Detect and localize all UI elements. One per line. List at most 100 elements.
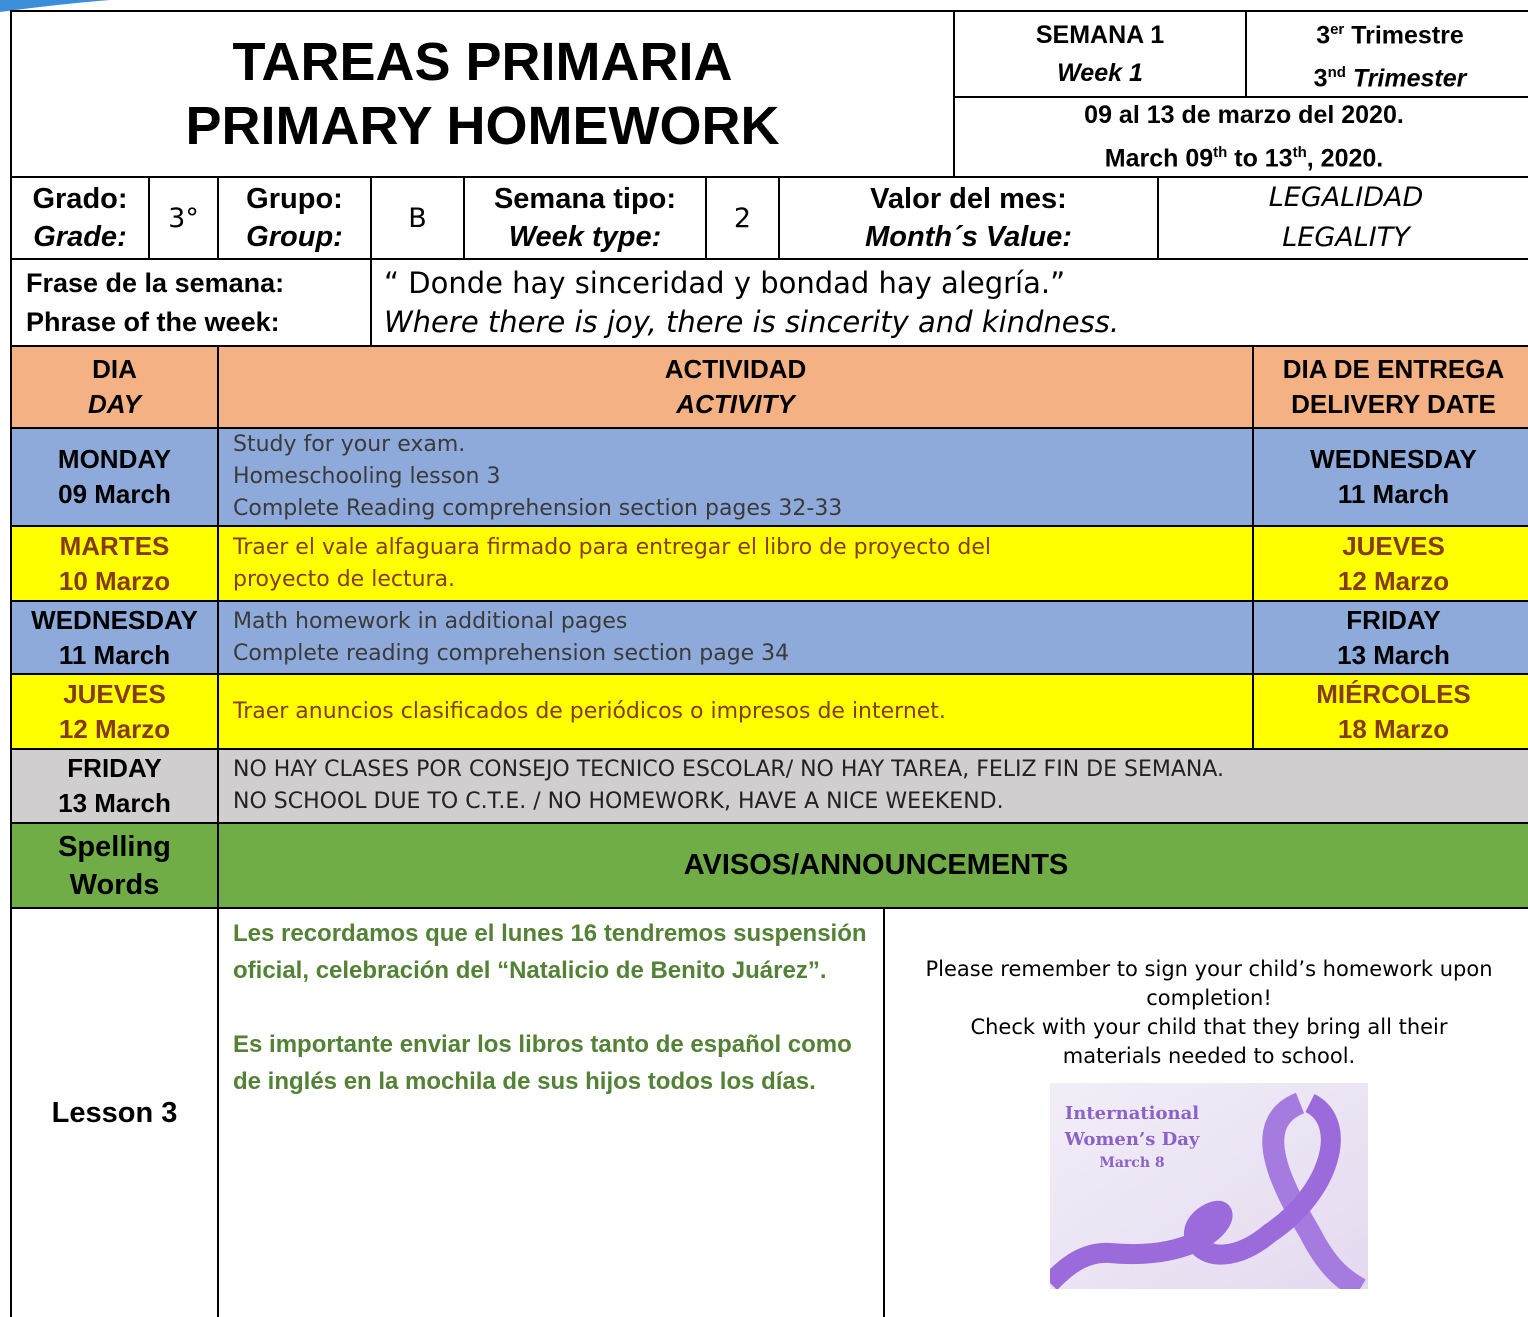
text-line: 18 Marzo — [1337, 713, 1450, 744]
delivery-cell: JUEVES 12 Marzo — [1252, 525, 1528, 602]
text-line: 11 March — [1337, 479, 1450, 509]
dates-cell: 09 al 13 de marzo del 2020. March 09th t… — [953, 96, 1528, 178]
text-line: JUEVES — [1342, 530, 1445, 561]
text-line: 12 Marzo — [1337, 565, 1450, 596]
value: LEGALITY — [1282, 222, 1410, 253]
value: 3° — [168, 202, 199, 234]
text-line: FRIDAY — [1346, 604, 1441, 635]
label: Spelling — [58, 830, 171, 863]
womens-day-image: International Women’s Day March 8 — [1050, 1083, 1368, 1289]
day-cell: MARTES 10 Marzo — [10, 525, 219, 602]
trimester: 3er Trimestre — [1316, 20, 1464, 49]
label: Valor del mes: — [870, 183, 1067, 215]
text-line: WEDNESDAY — [31, 604, 198, 635]
value: B — [408, 202, 427, 234]
phrase: Where there is joy, there is sincerity a… — [384, 304, 1120, 339]
text-line: JUEVES — [63, 678, 166, 709]
label-cell: Semana tipo: Week type: — [463, 176, 707, 260]
activity-cell: Traer el vale alfaguara firmado para ent… — [217, 525, 1254, 602]
trimester-cell: 3er Trimestre 3nd Trimester — [1245, 10, 1528, 98]
delivery-cell: MIÉRCOLES 18 Marzo — [1252, 673, 1528, 750]
header-cell: DIA DAY — [10, 345, 219, 429]
spelling-cell: Spelling Words — [10, 822, 219, 909]
delivery-cell: FRIDAY 13 March — [1252, 600, 1528, 675]
image-text: Women’s Day — [1064, 1129, 1200, 1150]
text-line: DAY — [88, 389, 141, 419]
dates: March 09th to 13th, 2020. — [1104, 144, 1384, 173]
text-line: proyecto de lectura. — [233, 566, 456, 592]
announcements-title-cell: AVISOS/ANNOUNCEMENTS — [217, 822, 1528, 909]
day-cell: MONDAY 09 March — [10, 427, 219, 527]
activity-cell: NO HAY CLASES POR CONSEJO TECNICO ESCOLA… — [217, 748, 1528, 824]
activity-cell: Math homework in additional pages Complet… — [217, 600, 1254, 675]
label: Week type: — [508, 221, 662, 253]
week: SEMANA 1 — [1035, 21, 1165, 49]
text-line: Traer anuncios clasificados de periódico… — [233, 698, 946, 724]
header-cell: DIA DE ENTREGA DELIVERY DATE — [1252, 345, 1528, 429]
label-cell: Grupo: Group: — [217, 176, 372, 260]
note: Les recordamos que el lunes 16 tendremos… — [233, 920, 867, 984]
week: Week 1 — [1057, 59, 1143, 87]
note: Check with your child that they bring al… — [970, 1015, 1448, 1068]
text-line: DIA — [92, 354, 137, 384]
text-line: Traer el vale alfaguara firmado para ent… — [233, 534, 991, 560]
corner-swoosh — [0, 0, 110, 12]
label: Semana tipo: — [493, 183, 677, 215]
value-cell: LEGALIDAD LEGALITY — [1157, 176, 1528, 260]
text-line: Complete Reading comprehension section p… — [233, 496, 843, 521]
notes-cell: Les recordamos que el lunes 16 tendremos… — [217, 907, 885, 1317]
day-cell: WEDNESDAY 11 March — [10, 600, 219, 675]
label-cell: Grado: Grade: — [10, 176, 150, 260]
label: Grupo: — [246, 183, 343, 215]
value: 2 — [733, 202, 752, 234]
label: Grade: — [33, 221, 127, 253]
text-line: MARTES — [59, 530, 170, 561]
label: Group: — [246, 221, 343, 253]
text-line: DIA DE ENTREGA — [1282, 354, 1505, 384]
lesson: Lesson 3 — [51, 1096, 178, 1129]
text-line: MIÉRCOLES — [1316, 678, 1471, 709]
title-cell: TAREAS PRIMARIA PRIMARY HOMEWORK — [10, 10, 955, 178]
label: Frase de la semana: — [26, 267, 285, 298]
dates: 09 al 13 de marzo del 2020. — [1084, 101, 1404, 130]
text-line: WEDNESDAY — [1310, 444, 1477, 474]
text-line: FRIDAY — [67, 753, 162, 783]
image-text: March 8 — [1099, 1155, 1164, 1171]
notes-cell: Please remember to sign your child’s hom… — [883, 907, 1528, 1317]
text-line: Study for your exam. — [233, 432, 466, 457]
text-line: 10 Marzo — [58, 565, 171, 596]
label: Phrase of the week: — [26, 306, 280, 337]
day-cell: FRIDAY 13 March — [10, 748, 219, 824]
trimester: 3nd Trimester — [1313, 64, 1467, 93]
activity-cell: Traer anuncios clasificados de periódico… — [217, 673, 1254, 750]
text-line: Complete reading comprehension section p… — [233, 640, 790, 666]
text-line: MONDAY — [57, 444, 172, 474]
text-line: DELIVERY DATE — [1291, 389, 1496, 419]
text-line: Homeschooling lesson 3 — [233, 464, 501, 489]
heading: AVISOS/ANNOUNCEMENTS — [683, 849, 1069, 881]
label-cell: Frase de la semana: Phrase of the week: — [10, 258, 372, 347]
label: Month´s Value: — [865, 221, 1072, 253]
label: Grado: — [32, 183, 128, 215]
label-cell: Valor del mes: Month´s Value: — [778, 176, 1159, 260]
phrase: “ Donde hay sinceridad y bondad hay aleg… — [384, 265, 1066, 300]
header-cell: ACTIVIDAD ACTIVITY — [217, 345, 1254, 429]
label: Words — [69, 868, 160, 901]
text-line: ACTIVITY — [676, 389, 795, 419]
text-line: 13 March — [1337, 639, 1450, 670]
text-line: 13 March — [58, 788, 171, 818]
text-line: NO SCHOOL DUE TO C.T.E. / NO HOMEWORK, H… — [233, 789, 1004, 814]
lesson-cell: Lesson 3 — [10, 907, 219, 1317]
day-cell: JUEVES 12 Marzo — [10, 673, 219, 750]
activity-cell: Study for your exam. Homeschooling lesson… — [217, 427, 1254, 527]
delivery-cell: WEDNESDAY 11 March — [1252, 427, 1528, 527]
value-cell: 3° — [148, 176, 219, 260]
value-cell: 2 — [705, 176, 780, 260]
value-cell: B — [370, 176, 465, 260]
text-line: 09 March — [58, 479, 171, 509]
value: LEGALIDAD — [1268, 182, 1424, 213]
title: PRIMARY HOMEWORK — [185, 96, 780, 156]
week-cell: SEMANA 1 Week 1 — [953, 10, 1247, 98]
title: TAREAS PRIMARIA — [232, 32, 733, 92]
